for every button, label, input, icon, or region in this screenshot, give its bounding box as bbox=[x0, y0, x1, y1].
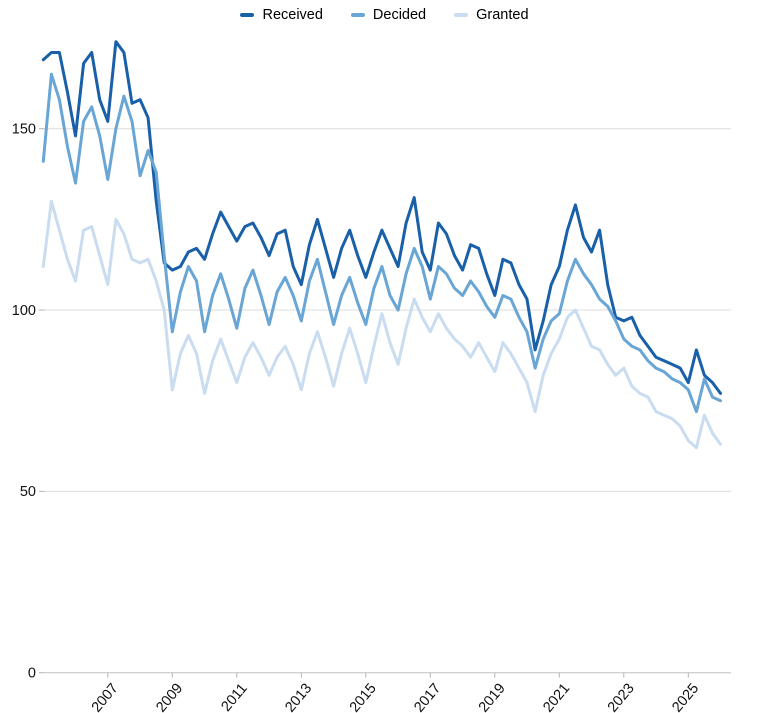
axis-ticks-group bbox=[39, 128, 689, 678]
x-tick-label: 2009 bbox=[153, 681, 186, 713]
legend-label-decided: Decided bbox=[372, 7, 427, 23]
legend-item-received: Received bbox=[240, 7, 323, 23]
legend-label-received: Received bbox=[262, 7, 323, 23]
series-lines-group bbox=[41, 40, 722, 450]
y-tick-label: 100 bbox=[12, 303, 36, 319]
legend-item-decided: Decided bbox=[350, 7, 427, 23]
x-tick-label: 2013 bbox=[282, 681, 315, 713]
x-tick-label: 2007 bbox=[89, 681, 122, 713]
legend-item-granted: Granted bbox=[454, 7, 529, 23]
y-tick-label: 50 bbox=[20, 484, 36, 500]
x-tick-label: 2015 bbox=[347, 681, 380, 713]
legend-label-granted: Granted bbox=[476, 7, 529, 23]
x-tick-label: 2023 bbox=[605, 681, 638, 713]
x-tick-label: 2019 bbox=[476, 681, 509, 713]
axis-labels-group: 0 50 100 150 2007 2009 2011 2013 2015 2017 2019 202… bbox=[12, 121, 702, 713]
x-tick-label: 2025 bbox=[669, 681, 702, 713]
x-tick-label: 2017 bbox=[411, 681, 444, 713]
received-line bbox=[41, 40, 722, 395]
gridlines-group bbox=[45, 128, 731, 674]
granted-line bbox=[41, 199, 722, 450]
decided-line bbox=[41, 72, 722, 414]
granted-swatch bbox=[454, 13, 469, 18]
x-tick-label: 2021 bbox=[540, 681, 573, 713]
y-tick-label: 150 bbox=[12, 121, 36, 137]
decided-swatch bbox=[350, 13, 365, 18]
received-swatch bbox=[240, 13, 255, 18]
chart-legend: Received Decided Granted bbox=[0, 8, 769, 23]
x-tick-label: 2011 bbox=[218, 681, 250, 713]
y-tick-label: 0 bbox=[28, 665, 36, 681]
